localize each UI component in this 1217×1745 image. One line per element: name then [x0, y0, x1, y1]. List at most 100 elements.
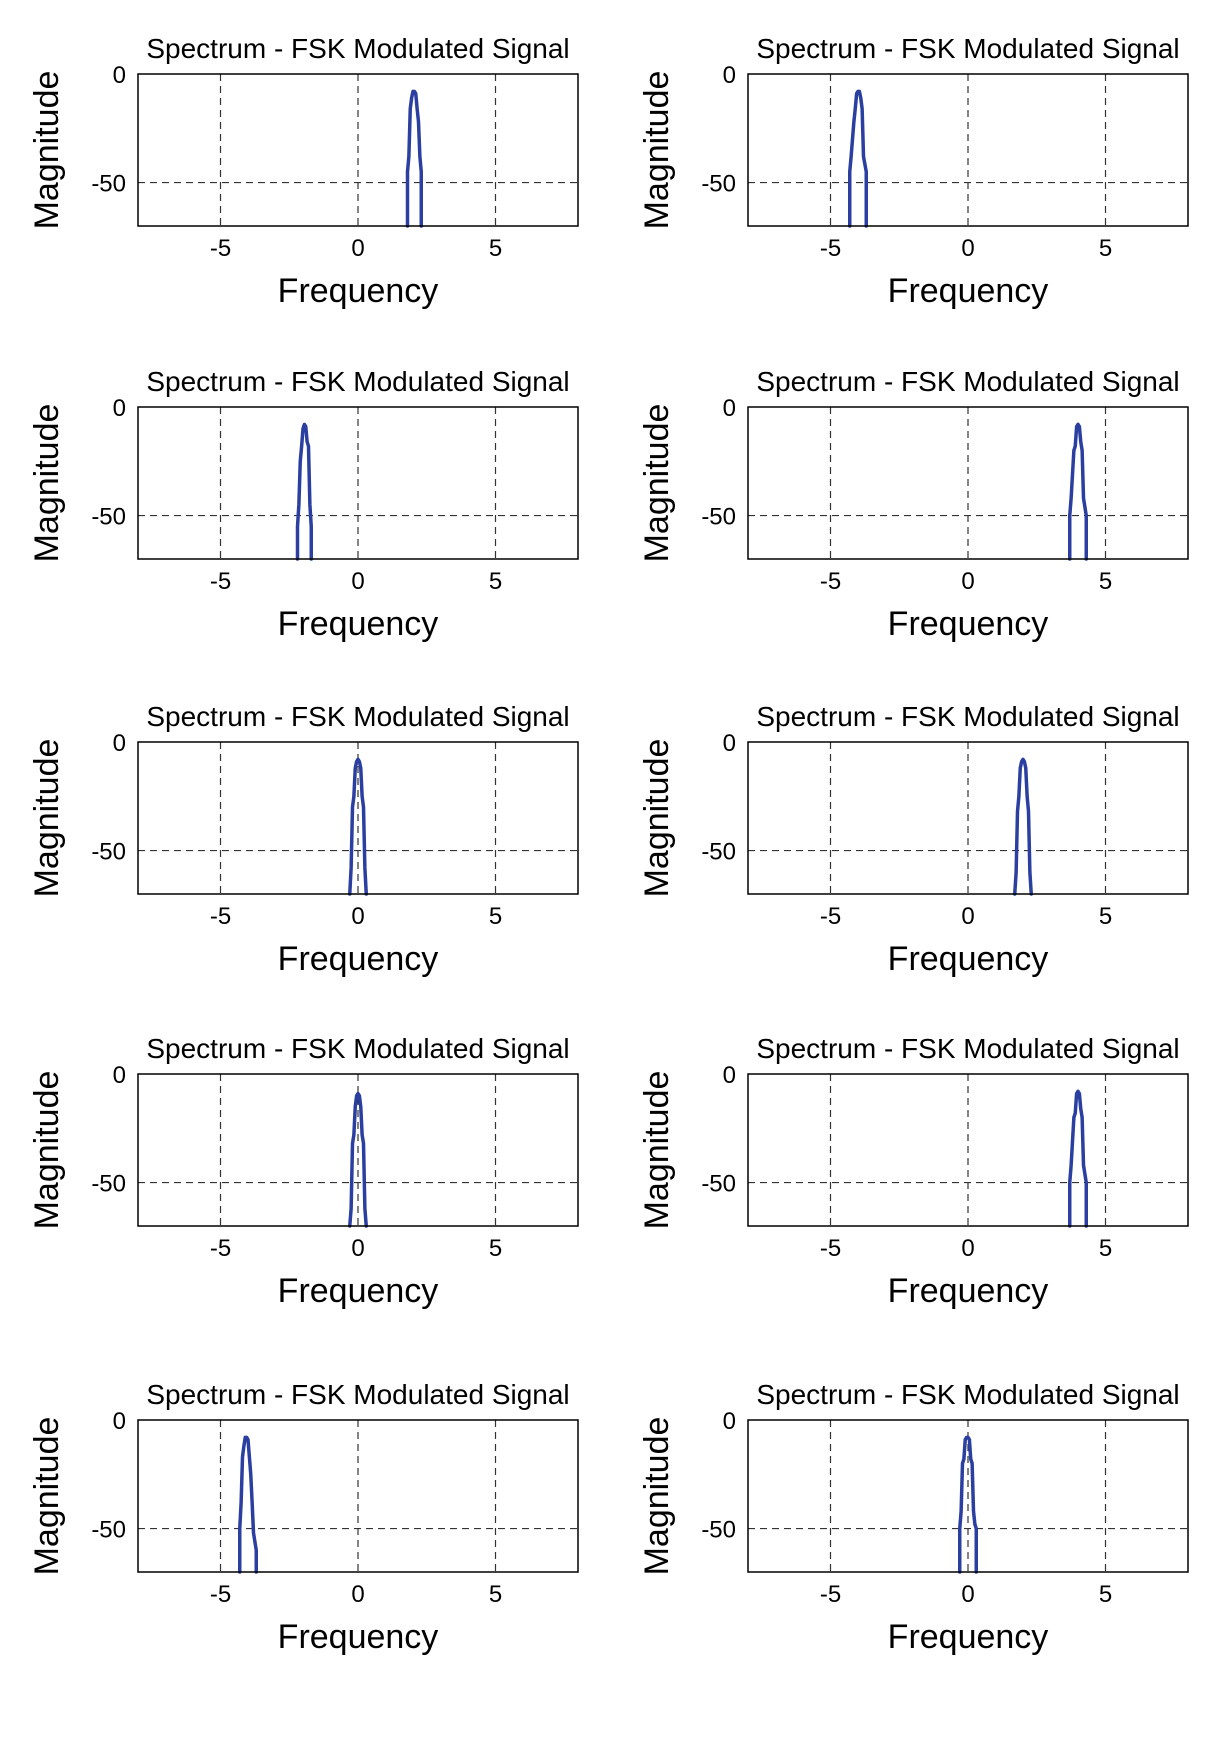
x-tick-label: -5 — [210, 1581, 231, 1608]
plot-frame — [137, 1419, 579, 1573]
chart-title: Spectrum - FSK Modulated Signal — [756, 1033, 1179, 1064]
y-tick-label: -50 — [701, 171, 736, 198]
x-axis-label: Frequency — [278, 272, 439, 310]
chart-panel-4: Spectrum - FSK Modulated Signal-5 0 50-50F… — [638, 366, 1189, 643]
y-tick-label: -50 — [91, 1517, 126, 1544]
y-tick-label: -50 — [701, 504, 736, 531]
plot-frame — [137, 73, 579, 227]
plot-frame — [747, 73, 1189, 227]
x-tick-label: 0 — [351, 1235, 364, 1262]
y-tick-label: 0 — [723, 395, 736, 422]
x-tick-label: 5 — [489, 568, 502, 595]
x-tick-label: 0 — [351, 903, 364, 930]
x-tick-label: 5 — [1099, 568, 1112, 595]
plot-frame — [137, 741, 579, 895]
y-axis-label: Magnitude — [638, 1071, 676, 1230]
x-tick-label: 0 — [351, 235, 364, 262]
y-tick-label: 0 — [113, 1408, 126, 1435]
y-tick-label: -50 — [701, 839, 736, 866]
x-tick-label: 5 — [1099, 235, 1112, 262]
chart-title: Spectrum - FSK Modulated Signal — [756, 701, 1179, 732]
y-axis-label: Magnitude — [28, 1417, 66, 1576]
x-tick-label: 5 — [489, 1235, 502, 1262]
series-line — [348, 757, 368, 896]
series-line — [1068, 1089, 1088, 1228]
chart-panel-8: Spectrum - FSK Modulated Signal-5 0 50-50F… — [638, 1033, 1189, 1310]
y-tick-label: -50 — [701, 1517, 736, 1544]
y-axis-label: Magnitude — [638, 1417, 676, 1576]
y-tick-label: 0 — [723, 62, 736, 89]
chart-title: Spectrum - FSK Modulated Signal — [756, 1379, 1179, 1410]
x-axis-label: Frequency — [278, 940, 439, 978]
series-line — [295, 422, 313, 561]
x-tick-label: 0 — [961, 1581, 974, 1608]
y-tick-label: 0 — [113, 730, 126, 757]
y-tick-label: -50 — [91, 171, 126, 198]
y-tick-label: 0 — [723, 730, 736, 757]
x-tick-label: 5 — [1099, 1235, 1112, 1262]
chart-panel-3: Spectrum - FSK Modulated Signal-5 0 50-50F… — [28, 366, 579, 643]
chart-panel-9: Spectrum - FSK Modulated Signal-5 0 50-50F… — [28, 1379, 579, 1656]
y-tick-label: 0 — [723, 1408, 736, 1435]
chart-title: Spectrum - FSK Modulated Signal — [146, 366, 569, 397]
y-axis-label: Magnitude — [638, 404, 676, 563]
plot-frame — [747, 406, 1189, 560]
plot-frame — [137, 1073, 579, 1227]
series-line — [1013, 757, 1033, 896]
x-tick-label: 5 — [489, 903, 502, 930]
y-tick-label: -50 — [701, 1171, 736, 1198]
x-tick-label: -5 — [820, 1235, 841, 1262]
y-tick-label: 0 — [113, 62, 126, 89]
chart-panel-6: Spectrum - FSK Modulated Signal-5 0 50-50F… — [638, 701, 1189, 978]
y-axis-label: Magnitude — [28, 739, 66, 898]
series-line — [238, 1435, 258, 1574]
x-tick-label: -5 — [820, 1581, 841, 1608]
plot-frame — [747, 1073, 1189, 1227]
y-tick-label: 0 — [113, 395, 126, 422]
x-tick-label: 0 — [351, 1581, 364, 1608]
y-axis-label: Magnitude — [28, 404, 66, 563]
y-tick-label: 0 — [723, 1062, 736, 1089]
x-tick-label: 0 — [961, 568, 974, 595]
x-tick-label: -5 — [820, 903, 841, 930]
x-axis-label: Frequency — [888, 272, 1049, 310]
x-tick-label: 5 — [489, 235, 502, 262]
chart-panel-5: Spectrum - FSK Modulated Signal-5 0 50-50F… — [28, 701, 579, 978]
x-tick-label: -5 — [820, 568, 841, 595]
y-axis-label: Magnitude — [638, 739, 676, 898]
x-tick-label: -5 — [210, 1235, 231, 1262]
plot-frame — [747, 741, 1189, 895]
x-tick-label: 0 — [961, 1235, 974, 1262]
y-tick-label: 0 — [113, 1062, 126, 1089]
x-axis-label: Frequency — [278, 605, 439, 643]
x-tick-label: -5 — [210, 903, 231, 930]
x-axis-label: Frequency — [278, 1272, 439, 1310]
plot-frame — [137, 406, 579, 560]
y-axis-label: Magnitude — [638, 71, 676, 230]
x-tick-label: 0 — [961, 235, 974, 262]
plot-frame — [747, 1419, 1189, 1573]
chart-title: Spectrum - FSK Modulated Signal — [146, 33, 569, 64]
x-tick-label: -5 — [210, 235, 231, 262]
y-axis-label: Magnitude — [28, 71, 66, 230]
x-tick-label: 5 — [1099, 1581, 1112, 1608]
x-tick-label: 5 — [489, 1581, 502, 1608]
x-tick-label: -5 — [210, 568, 231, 595]
x-tick-label: 0 — [351, 568, 364, 595]
x-axis-label: Frequency — [278, 1618, 439, 1656]
chart-title: Spectrum - FSK Modulated Signal — [146, 701, 569, 732]
y-tick-label: -50 — [91, 839, 126, 866]
y-axis-label: Magnitude — [28, 1071, 66, 1230]
chart-title: Spectrum - FSK Modulated Signal — [756, 366, 1179, 397]
x-axis-label: Frequency — [888, 940, 1049, 978]
chart-panel-1: Spectrum - FSK Modulated Signal-5 0 50-50F… — [28, 33, 579, 310]
x-tick-label: 0 — [961, 903, 974, 930]
x-axis-label: Frequency — [888, 1272, 1049, 1310]
x-tick-label: -5 — [820, 235, 841, 262]
series-line — [405, 89, 423, 228]
series-line — [1068, 422, 1088, 561]
chart-title: Spectrum - FSK Modulated Signal — [146, 1379, 569, 1410]
chart-panel-2: Spectrum - FSK Modulated Signal-5 0 50-50F… — [638, 33, 1189, 310]
y-tick-label: -50 — [91, 1171, 126, 1198]
